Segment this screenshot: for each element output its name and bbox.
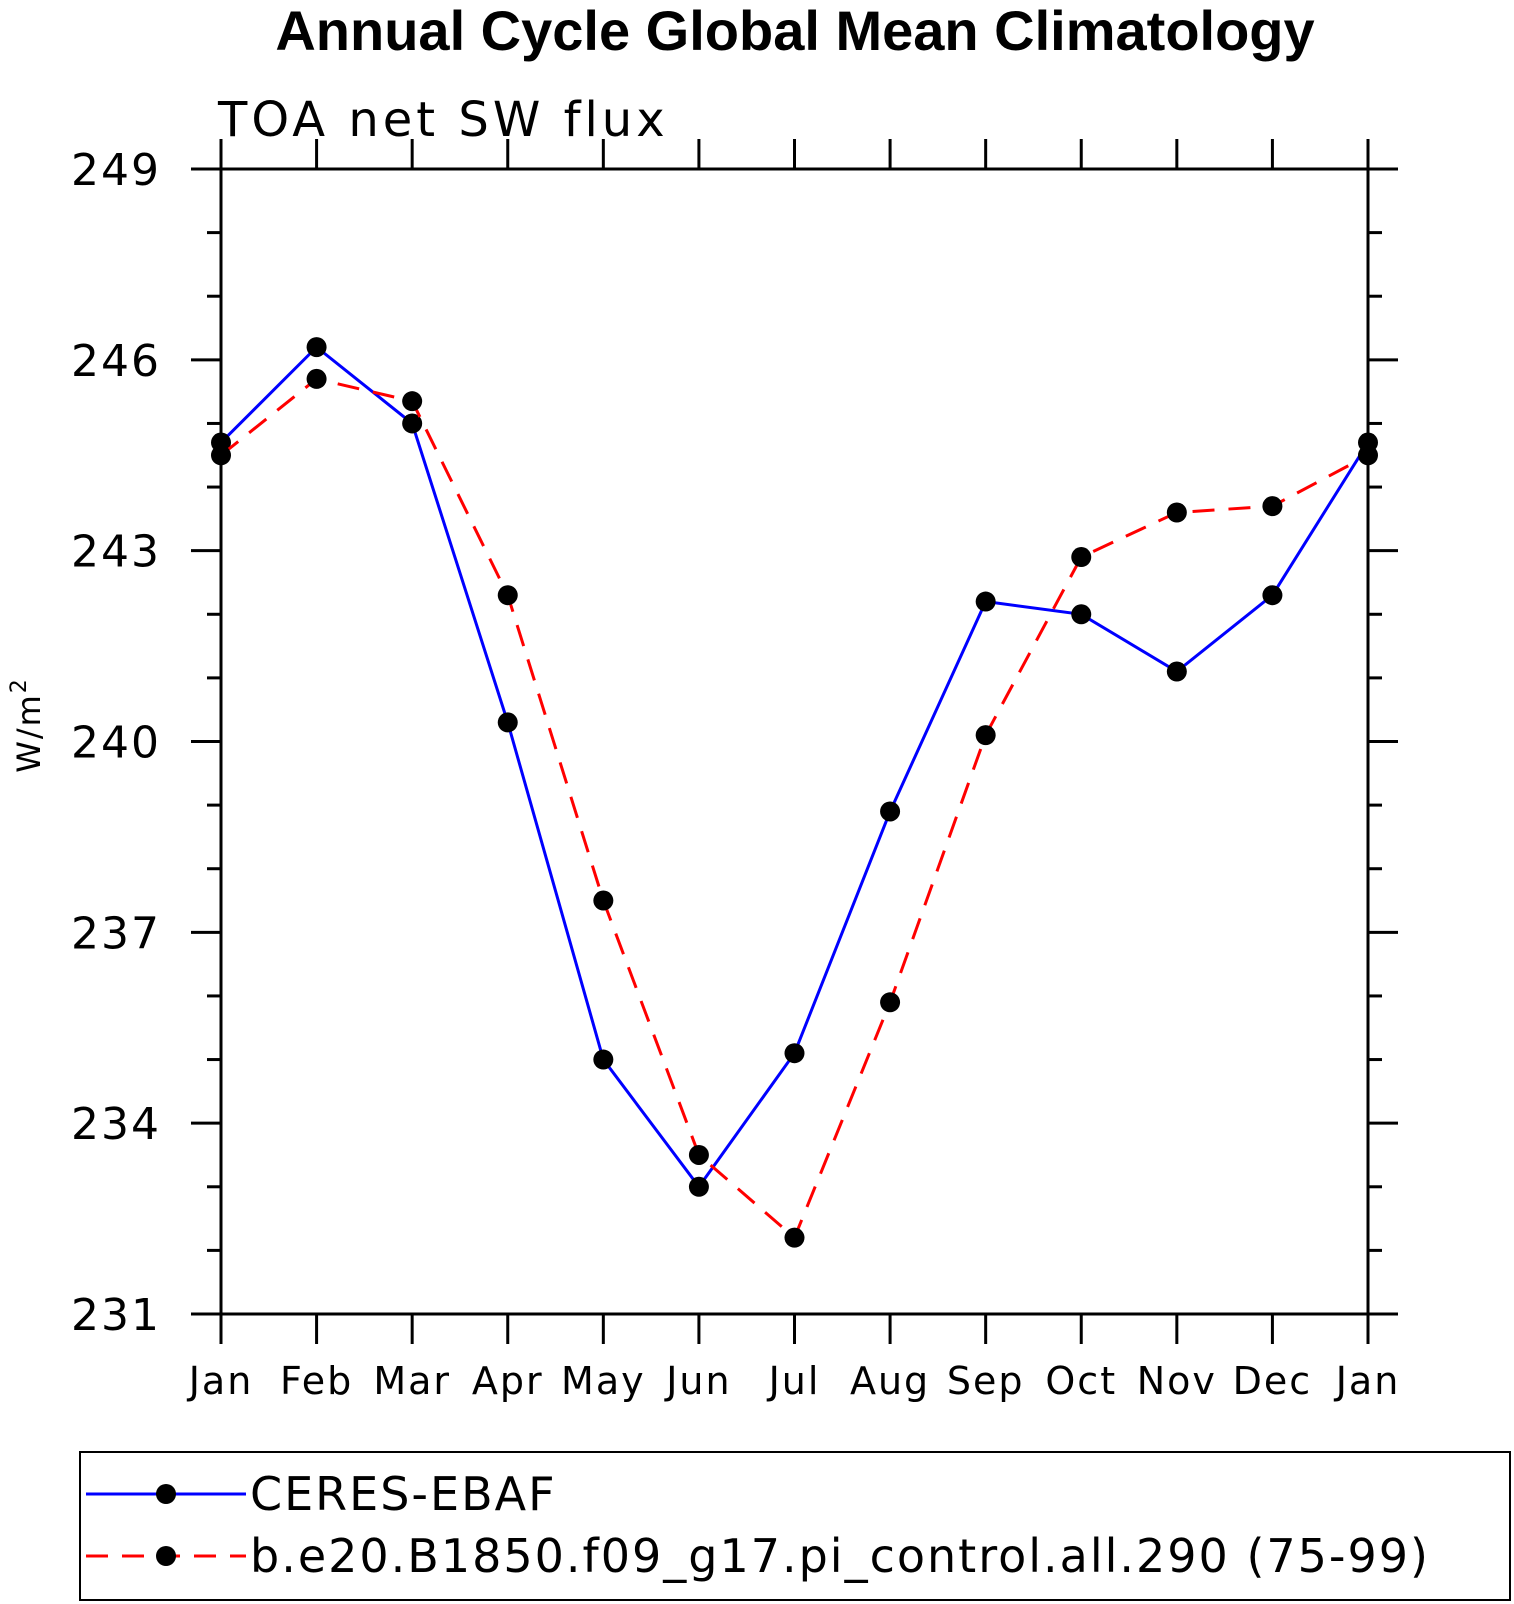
- data-point: [593, 1049, 614, 1070]
- data-point: [1166, 502, 1187, 523]
- data-point: [688, 1176, 709, 1197]
- series-1: [211, 337, 1378, 1197]
- data-point: [306, 368, 327, 389]
- data-point: [975, 591, 996, 612]
- y-tick-label: 240: [71, 718, 161, 769]
- data-point: [402, 391, 423, 412]
- data-point: [1358, 445, 1378, 466]
- x-tick-label: Jan: [1334, 1359, 1401, 1403]
- y-tick-label: 237: [71, 908, 161, 959]
- data-point: [497, 712, 518, 733]
- plot-frame: [219, 167, 1370, 1316]
- x-tick-labels: Jan Feb Mar Apr May Jun Jul Aug Sep Oct Nov Dec Jan: [187, 1359, 1401, 1403]
- x-tick-label: May: [561, 1359, 646, 1403]
- data-point: [211, 445, 231, 466]
- svg-text:W/m2: W/m2: [7, 677, 48, 773]
- data-point: [593, 890, 614, 911]
- series-layer: [211, 337, 1378, 1248]
- x-tick-label: Jan: [187, 1359, 254, 1403]
- data-point: [402, 413, 423, 434]
- legend-box: [79, 1451, 1511, 1601]
- y-tick-label: 231: [71, 1290, 161, 1341]
- data-point: [306, 337, 327, 358]
- x-tick-label: Nov: [1137, 1359, 1217, 1403]
- y-tick-label: 234: [71, 1099, 161, 1150]
- chart-subtitle: TOA net SW flux: [217, 92, 669, 148]
- data-point: [1071, 547, 1092, 568]
- x-tick-label: Feb: [280, 1359, 353, 1403]
- data-point: [1262, 496, 1283, 517]
- legend-items: CERES-EBAF b.e20.B1850.f09_g17.pi_control…: [86, 1467, 1430, 1583]
- data-point: [1262, 585, 1283, 606]
- tick-marks: [191, 139, 1398, 1344]
- data-point: [497, 585, 518, 606]
- data-point: [880, 992, 901, 1013]
- x-tick-label: Apr: [472, 1359, 544, 1403]
- data-point: [975, 725, 996, 746]
- data-point: [784, 1043, 805, 1064]
- legend-entry-label: CERES-EBAF: [250, 1467, 557, 1521]
- legend-entry-label: b.e20.B1850.f09_g17.pi_control.all.290 (…: [250, 1529, 1430, 1583]
- x-tick-label: Dec: [1233, 1359, 1313, 1403]
- y-axis-label: W/m2: [7, 677, 48, 773]
- y-tick-label: 243: [71, 527, 161, 578]
- data-point: [688, 1144, 709, 1165]
- data-point: [1166, 661, 1187, 682]
- y-axis-label-text: W/m: [10, 693, 48, 773]
- legend-swatch-marker: [156, 1546, 176, 1566]
- x-tick-label: Oct: [1045, 1359, 1117, 1403]
- series-line: [220, 377, 1369, 1241]
- series-2: [211, 368, 1378, 1248]
- y-tick-label: 249: [71, 145, 161, 196]
- x-tick-label: Aug: [850, 1359, 930, 1403]
- legend: CERES-EBAF b.e20.B1850.f09_g17.pi_control…: [79, 1451, 1511, 1601]
- y-tick-label: 246: [71, 336, 161, 387]
- chart-title: Annual Cycle Global Mean Climatology: [275, 0, 1314, 62]
- x-tick-label: Sep: [947, 1359, 1025, 1403]
- x-tick-label: Jul: [767, 1359, 821, 1403]
- y-axis-label-superscript: 2: [7, 677, 32, 693]
- legend-swatch-marker: [156, 1484, 176, 1504]
- y-tick-labels: 231 234 237 240 243 246 249: [71, 145, 161, 1341]
- data-point: [880, 801, 901, 822]
- x-tick-label: Mar: [373, 1359, 451, 1403]
- data-point: [1071, 604, 1092, 625]
- data-point: [784, 1227, 805, 1248]
- x-tick-label: Jun: [664, 1359, 731, 1403]
